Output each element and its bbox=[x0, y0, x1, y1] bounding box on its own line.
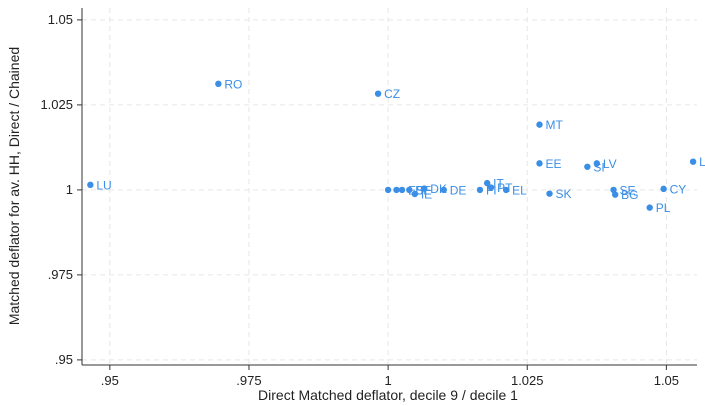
point-label-cz: CZ bbox=[384, 87, 400, 101]
data-point-ro bbox=[215, 80, 222, 88]
point-label-be: BE bbox=[415, 183, 431, 197]
y-tick-label: 1 bbox=[66, 182, 73, 197]
y-tick-label: 1.025 bbox=[40, 97, 73, 112]
grid-lines bbox=[82, 8, 697, 365]
point-label-ee: EE bbox=[545, 157, 561, 171]
y-axis-title: Matched deflator for av. HH, Direct / Ch… bbox=[6, 47, 22, 325]
data-point-es bbox=[398, 186, 406, 194]
point-label-el: EL bbox=[512, 183, 527, 197]
y-tick-label: 1.05 bbox=[48, 12, 73, 27]
data-point-de bbox=[440, 186, 447, 194]
data-point-cz bbox=[374, 90, 382, 97]
axes: .95 .975 1 1.025 1.05 .95 .975 1 1.025 1.05 bbox=[40, 8, 697, 388]
point-label-pt: PT bbox=[497, 181, 513, 195]
data-point-lu bbox=[87, 181, 94, 188]
x-tick-label: 1.05 bbox=[654, 373, 679, 388]
data-point-pt bbox=[487, 184, 495, 191]
x-axis-title: Direct Matched deflator, decile 9 / deci… bbox=[258, 387, 518, 403]
point-label-de: DE bbox=[450, 183, 467, 197]
point-label-ie: IE bbox=[421, 187, 432, 201]
data-point-lt bbox=[689, 158, 697, 165]
point-label-dk: DK bbox=[430, 182, 447, 196]
data-point-pl bbox=[646, 204, 653, 211]
point-label-lv: LV bbox=[603, 157, 617, 171]
point-label-bg: BG bbox=[621, 188, 638, 202]
data-point-be bbox=[406, 186, 413, 194]
point-label-es: ES bbox=[408, 183, 424, 197]
point-label-pl: PL bbox=[656, 201, 671, 215]
point-label-sk: SK bbox=[556, 187, 572, 201]
data-point-ee bbox=[536, 160, 543, 167]
point-label-mt: MT bbox=[545, 118, 563, 132]
point-label-fi: FI bbox=[486, 183, 497, 197]
data-point-bg bbox=[611, 191, 619, 198]
x-tick-label: .95 bbox=[101, 373, 119, 388]
data-point-ie bbox=[411, 190, 419, 198]
point-label-ro: RO bbox=[224, 77, 242, 91]
data-point-si bbox=[584, 163, 591, 170]
data-point-sk bbox=[546, 190, 553, 197]
point-label-lt: LT bbox=[699, 155, 705, 169]
x-tick-label: 1.025 bbox=[511, 373, 544, 388]
y-tick-label: .975 bbox=[48, 267, 73, 282]
data-point-dk bbox=[421, 185, 428, 192]
y-tick-label: .95 bbox=[55, 352, 73, 367]
point-label-si: SI bbox=[593, 160, 604, 174]
x-tick-label: .975 bbox=[236, 373, 261, 388]
x-tick-label: 1 bbox=[384, 373, 391, 388]
data-point-mt bbox=[536, 121, 543, 128]
point-label-cy: CY bbox=[670, 182, 687, 196]
data-point-it bbox=[483, 179, 491, 187]
point-label-se: SE bbox=[620, 183, 636, 197]
data-point-unlabeled-3 bbox=[384, 186, 392, 194]
data-point-unlabeled-4 bbox=[393, 186, 400, 194]
point-label-it: IT bbox=[493, 177, 504, 191]
point-label-lu: LU bbox=[96, 178, 111, 192]
data-point-fi bbox=[476, 186, 484, 194]
data-point-el bbox=[502, 186, 510, 194]
data-points bbox=[87, 80, 697, 211]
data-point-cy bbox=[660, 185, 667, 193]
data-point-lv bbox=[593, 160, 601, 167]
